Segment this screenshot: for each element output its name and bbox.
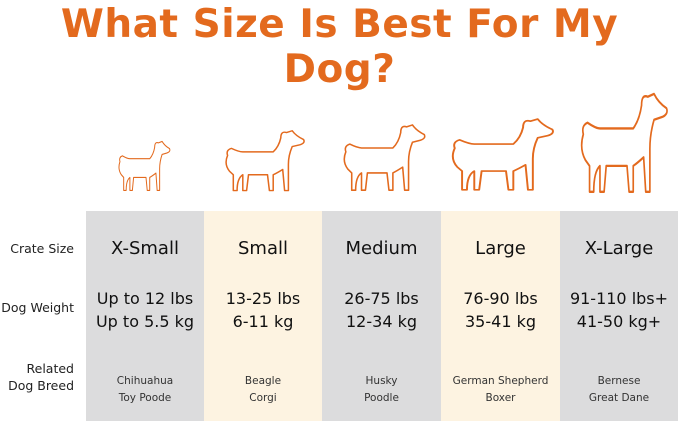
weight-lbs: 76-90 lbs [463, 289, 538, 308]
weight-kg: 41-50 kg+ [576, 312, 662, 331]
column-medium: Medium 26-75 lbs 12-34 kg Husky Poodle [322, 211, 441, 421]
breed: Boxer [485, 392, 516, 404]
column-x-large: X-Large 91-110 lbs+ 41-50 kg+ Bernese Grea… [560, 211, 678, 421]
weight-lbs: Up to 12 lbs [96, 289, 194, 308]
weight-lbs: 91-110 lbs+ [569, 289, 669, 308]
row-label-breed-1: Related [26, 361, 74, 376]
row-label-dog-weight: Dog Weight [1, 300, 74, 315]
page-title: What Size Is Best For My Dog? [60, 2, 619, 92]
crate-size: Medium [345, 238, 418, 259]
retriever-icon [451, 118, 554, 191]
great-dane-icon [580, 92, 669, 193]
breed: Chihuahua [116, 375, 174, 387]
crate-size: Small [238, 238, 288, 259]
breed: German Shepherd [452, 375, 549, 387]
chihuahua-icon [118, 140, 171, 191]
crate-size: X-Small [111, 238, 179, 259]
row-label-breed-2: Dog Breed [8, 378, 74, 393]
weight-kg: 12-34 kg [346, 312, 417, 331]
weight-kg: 6-11 kg [232, 312, 294, 331]
weight-lbs: 13-25 lbs [225, 289, 301, 308]
column-small: Small 13-25 lbs 6-11 kg Beagle Corgi [204, 211, 322, 421]
column-x-small: X-Small Up to 12 lbs Up to 5.5 kg Chihuah… [86, 211, 204, 421]
breed: Great Dane [588, 392, 650, 404]
breed: Husky [365, 375, 398, 387]
beagle-icon [225, 129, 305, 192]
weight-kg: Up to 5.5 kg [95, 312, 195, 331]
breed: Poodle [364, 392, 399, 404]
weight-lbs: 26-75 lbs [344, 289, 419, 308]
crate-size: Large [475, 238, 526, 259]
breed: Bernese [597, 375, 641, 387]
breed: Beagle [244, 375, 282, 387]
husky-icon [343, 124, 426, 191]
dog-illustrations [118, 92, 669, 193]
crate-size: X-Large [584, 238, 654, 259]
breed: Toy Poode [118, 392, 172, 404]
breed: Corgi [249, 392, 277, 404]
row-label-crate-size: Crate Size [10, 241, 74, 256]
weight-kg: 35-41 kg [465, 312, 536, 331]
column-large: Large 76-90 lbs 35-41 kg German Shepherd B… [441, 211, 560, 421]
